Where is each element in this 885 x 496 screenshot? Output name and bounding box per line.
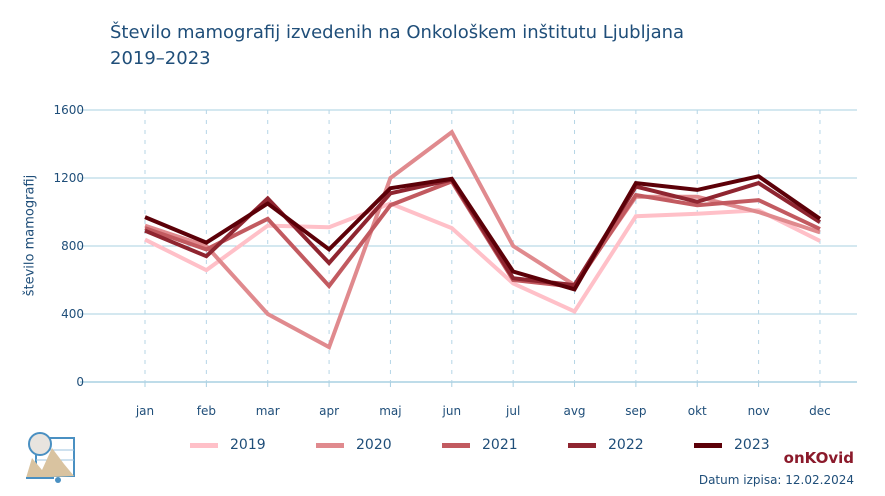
y-tick-label: 800 xyxy=(61,239,84,253)
y-axis-label: število mamografij xyxy=(22,174,38,297)
subtitle-text: 2019–2023 xyxy=(110,48,211,69)
legend-label: 2022 xyxy=(608,437,644,453)
legend-swatch xyxy=(568,442,596,448)
x-tick-label: feb xyxy=(197,404,216,418)
x-tick-label: nov xyxy=(748,404,770,418)
legend-label: 2020 xyxy=(356,437,392,453)
y-tick-label: 400 xyxy=(61,307,84,321)
x-tick-label: maj xyxy=(379,404,401,418)
x-tick-label: dec xyxy=(809,404,831,418)
legend-item-2022[interactable]: 2022 xyxy=(568,437,694,453)
legend: 2019 2020 2021 2022 2023 xyxy=(190,437,820,453)
logo-icon xyxy=(24,430,80,490)
legend-item-2021[interactable]: 2021 xyxy=(442,437,568,453)
x-tick-label: okt xyxy=(688,404,707,418)
x-tick-label: jan xyxy=(135,404,154,418)
x-tick-label: apr xyxy=(319,404,339,418)
legend-swatch xyxy=(316,442,344,448)
brand-name: onKOvid xyxy=(783,449,854,467)
x-tick-label: mar xyxy=(256,404,280,418)
chart-title: Število mamografij izvedenih na Onkološk… xyxy=(110,20,684,72)
legend-label: 2021 xyxy=(482,437,518,453)
legend-swatch xyxy=(190,442,218,448)
x-tick-label: sep xyxy=(625,404,646,418)
legend-label: 2019 xyxy=(230,437,266,453)
legend-label: 2023 xyxy=(734,437,770,453)
print-date: Datum izpisa: 12.02.2024 xyxy=(698,473,854,487)
y-tick-label: 1600 xyxy=(53,103,84,117)
y-tick-label: 0 xyxy=(76,375,84,389)
series-line-2023 xyxy=(144,174,822,292)
legend-item-2019[interactable]: 2019 xyxy=(190,437,316,453)
x-tick-label: avg xyxy=(563,404,585,418)
x-tick-label: jun xyxy=(442,404,462,418)
x-tick-label: jul xyxy=(505,404,520,418)
series-line-2019 xyxy=(144,201,821,314)
series-line-2022 xyxy=(144,177,822,288)
legend-swatch xyxy=(694,442,722,448)
legend-swatch xyxy=(442,442,470,448)
legend-item-2023[interactable]: 2023 xyxy=(694,437,820,453)
title-text: Število mamografij izvedenih na Onkološk… xyxy=(110,22,685,43)
y-tick-label: 1200 xyxy=(53,171,84,185)
legend-item-2020[interactable]: 2020 xyxy=(316,437,442,453)
